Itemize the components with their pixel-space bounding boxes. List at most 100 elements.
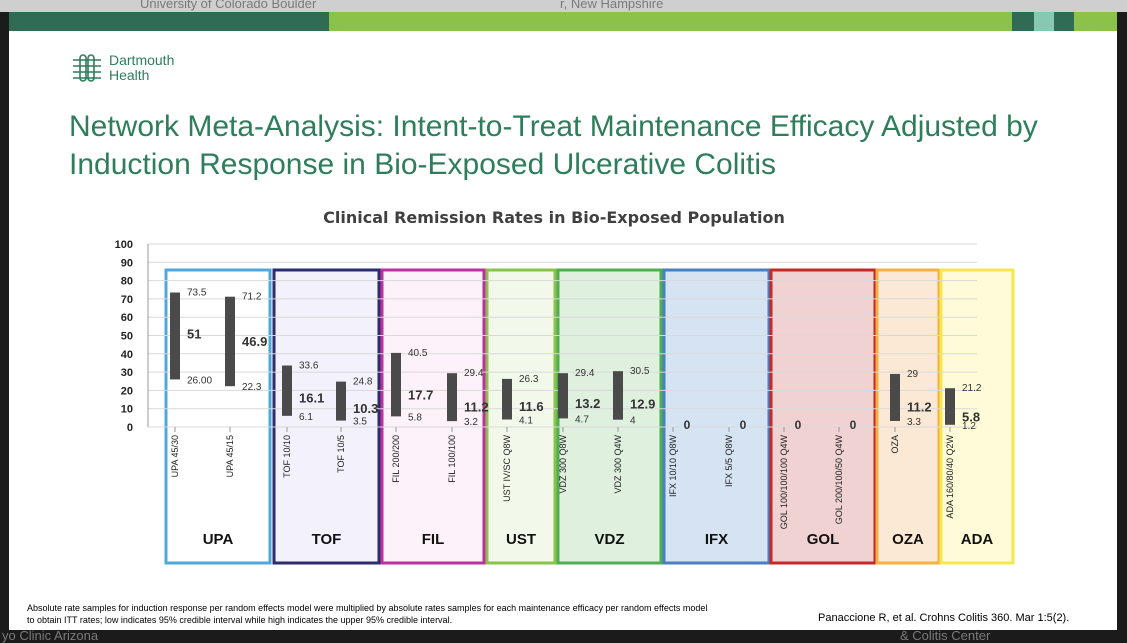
- group-box-ust: [485, 268, 557, 565]
- group-box-vdz: [556, 268, 663, 565]
- y-tick-label: 40: [121, 349, 133, 361]
- point-estimate-label: 11.6: [519, 399, 544, 414]
- top-bar-block-3: [1054, 12, 1074, 31]
- top-bar-block-2: [1034, 12, 1054, 31]
- lower-label: 3.2: [464, 417, 478, 428]
- x-tick-label: UST IV/SC Q8W: [502, 435, 512, 502]
- x-tick-label: TOF 10/10: [282, 435, 292, 478]
- group-box-ifx: [662, 268, 771, 565]
- presentation-slide: Dartmouth Health Network Meta-Analysis: …: [9, 12, 1117, 630]
- x-tick-label: UPA 45/30: [170, 435, 180, 477]
- upper-label: 73.5: [187, 287, 207, 298]
- point-estimate-label: 46.9: [242, 334, 267, 349]
- group-box-oza: [875, 268, 941, 565]
- y-tick-label: 80: [121, 276, 133, 288]
- x-tick-label: UPA 45/15: [225, 435, 235, 477]
- x-tick-label: FIL 100/100: [447, 435, 457, 483]
- lower-label: 5.8: [408, 412, 422, 423]
- point-estimate-label: 0: [740, 418, 747, 432]
- background-text-bottom-right: & Colitis Center: [900, 628, 991, 643]
- chart-title: Clinical Remission Rates in Bio-Exposed …: [323, 208, 785, 227]
- group-label-upa: UPA: [203, 531, 234, 548]
- point-estimate-label: 13.2: [575, 396, 600, 411]
- upper-label: 40.5: [408, 348, 428, 359]
- citation: Panaccione R, et al. Crohns Colitis 360.…: [818, 612, 1070, 624]
- y-tick-label: 50: [121, 331, 133, 343]
- y-tick-label: 0: [127, 422, 133, 434]
- x-tick-label: GOL 100/100/100 Q4W: [779, 435, 789, 530]
- upper-label: 29.4: [464, 368, 484, 379]
- top-bar-block-1: [1012, 12, 1034, 31]
- group-label-tof: TOF: [312, 531, 342, 548]
- credible-interval-bar: [890, 373, 900, 421]
- credible-interval-bar: [945, 388, 955, 425]
- lower-label: 3.3: [907, 417, 921, 428]
- point-estimate-label: 11.2: [464, 400, 489, 415]
- lower-label: 26.00: [187, 375, 212, 386]
- point-estimate-label: 16.1: [299, 391, 324, 406]
- logo-mark-icon: [73, 54, 101, 82]
- upper-label: 71.2: [242, 292, 262, 303]
- dartmouth-health-logo: Dartmouth Health: [71, 52, 174, 84]
- lower-label: 22.3: [242, 382, 262, 393]
- x-tick-label: VDZ 300 Q4W: [613, 435, 623, 494]
- group-label-fil: FIL: [422, 531, 445, 548]
- y-tick-label: 60: [121, 312, 133, 324]
- group-label-gol: GOL: [807, 531, 840, 548]
- credible-interval-bar: [282, 365, 292, 416]
- logo-line-2: Health: [109, 67, 150, 83]
- upper-label: 26.3: [519, 374, 539, 385]
- credible-interval-bar: [336, 381, 346, 421]
- y-tick-label: 10: [121, 404, 133, 416]
- x-tick-label: TOF 10/5: [336, 435, 346, 473]
- upper-label: 30.5: [630, 366, 650, 377]
- y-tick-label: 100: [115, 239, 133, 251]
- top-bar-dark: [9, 12, 329, 31]
- x-tick-label: VDZ 300 Q8W: [558, 435, 568, 494]
- point-estimate-label: 10.3: [353, 401, 378, 416]
- lower-label: 6.1: [299, 412, 313, 423]
- point-estimate-label: 0: [850, 418, 857, 432]
- group-label-ust: UST: [506, 531, 536, 548]
- logo-line-1: Dartmouth: [109, 52, 175, 68]
- x-tick-label: FIL 200/200: [391, 435, 401, 483]
- upper-label: 21.2: [962, 383, 982, 394]
- credible-interval-bar: [225, 296, 235, 387]
- y-tick-label: 90: [121, 257, 133, 269]
- top-bar-block-4: [1074, 12, 1117, 31]
- slide-title: Network Meta-Analysis: Intent-to-Treat M…: [69, 110, 1038, 181]
- background-text-bottom-left: yo Clinic Arizona: [2, 628, 99, 643]
- point-estimate-label: 12.9: [630, 396, 655, 411]
- footnote-line-2: to obtain ITT rates; low indicates 95% c…: [27, 615, 453, 625]
- upper-label: 29.4: [575, 368, 595, 379]
- credible-interval-bar: [558, 373, 568, 419]
- footnote: Absolute rate samples for induction resp…: [27, 602, 807, 626]
- footnote-line-1: Absolute rate samples for induction resp…: [27, 603, 708, 613]
- credible-interval-bar: [613, 371, 623, 420]
- credible-interval-bar: [447, 373, 457, 422]
- credible-interval-bar: [170, 292, 180, 380]
- lower-label: 1.2: [962, 421, 976, 432]
- lower-label: 4.1: [519, 415, 533, 426]
- lower-label: 4: [630, 416, 636, 427]
- point-estimate-label: 0: [684, 418, 691, 432]
- point-estimate-label: 0: [795, 418, 802, 432]
- logo-text: Dartmouth Health: [109, 53, 174, 83]
- upper-label: 33.6: [299, 361, 319, 372]
- y-tick-label: 70: [121, 294, 133, 306]
- x-tick-label: GOL 200/100/50 Q4W: [834, 434, 844, 524]
- point-estimate-label: 51: [187, 327, 201, 342]
- lower-label: 4.7: [575, 414, 589, 425]
- group-label-ada: ADA: [961, 531, 994, 548]
- point-estimate-label: 11.2: [907, 400, 932, 415]
- x-tick-label: IFX 10/10 Q8W: [668, 435, 678, 498]
- background-top-band: [0, 0, 1127, 12]
- upper-label: 29: [907, 369, 919, 380]
- group-label-oza: OZA: [892, 531, 924, 548]
- upper-label: 24.8: [353, 377, 373, 388]
- top-bar-green: [329, 12, 1012, 31]
- credible-interval-bar: [502, 378, 512, 420]
- group-box-fil: [380, 268, 486, 565]
- y-tick-label: 20: [121, 385, 133, 397]
- point-estimate-label: 17.7: [408, 388, 433, 403]
